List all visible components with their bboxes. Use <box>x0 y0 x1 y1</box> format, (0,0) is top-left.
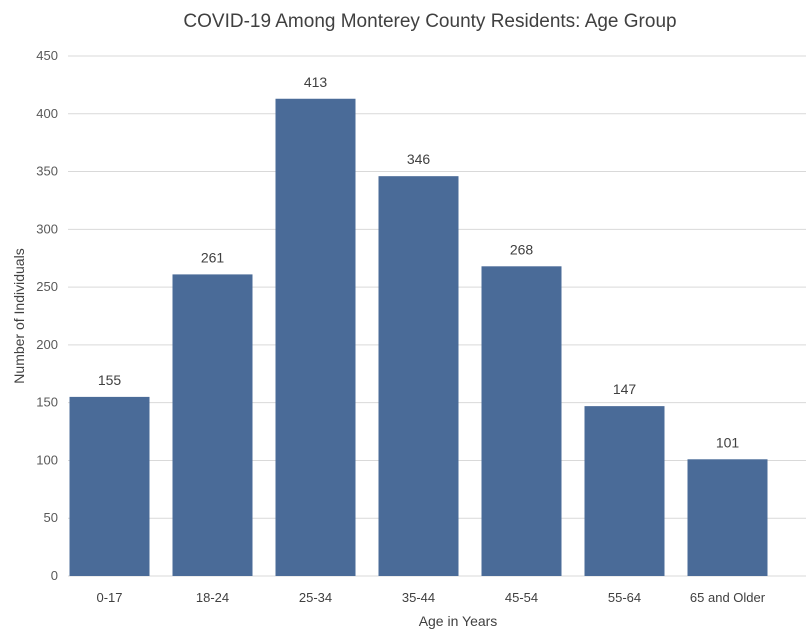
y-tick-label: 250 <box>36 279 58 294</box>
data-label: 155 <box>98 372 122 388</box>
data-labels: 155 261 413 346 268 147 101 <box>98 74 740 451</box>
y-tick-label: 450 <box>36 48 58 63</box>
y-tick-label: 400 <box>36 106 58 121</box>
x-tick-label: 65 and Older <box>690 590 766 605</box>
data-label: 268 <box>510 241 534 257</box>
y-tick-label: 100 <box>36 452 58 467</box>
y-axis-label: Number of Individuals <box>11 248 27 383</box>
x-tick-label: 0-17 <box>96 590 122 605</box>
y-tick-label: 300 <box>36 221 58 236</box>
bar <box>378 176 459 576</box>
data-label: 147 <box>613 381 637 397</box>
bar <box>687 459 768 576</box>
y-tick-label: 150 <box>36 395 58 410</box>
x-tick-label: 35-44 <box>402 590 435 605</box>
x-axis-ticks: 0-17 18-24 25-34 35-44 45-54 55-64 65 and Olde… <box>96 590 765 605</box>
y-axis-ticks: 0 50 100 150 200 250 300 350 400 450 <box>36 48 58 583</box>
data-label: 101 <box>716 434 740 450</box>
x-axis-label: Age in Years <box>419 613 498 629</box>
bar <box>481 266 562 576</box>
bar <box>584 406 665 576</box>
bar <box>69 396 150 576</box>
x-tick-label: 25-34 <box>299 590 332 605</box>
data-label: 261 <box>201 249 225 265</box>
x-tick-label: 45-54 <box>505 590 538 605</box>
bar <box>275 98 356 576</box>
data-label: 346 <box>407 151 431 167</box>
y-tick-label: 0 <box>51 568 58 583</box>
y-tick-label: 200 <box>36 337 58 352</box>
chart-title: COVID-19 Among Monterey County Residents… <box>183 11 676 32</box>
x-tick-label: 55-64 <box>608 590 641 605</box>
bars <box>69 98 768 576</box>
bar <box>172 274 253 576</box>
y-tick-label: 350 <box>36 164 58 179</box>
x-tick-label: 18-24 <box>196 590 229 605</box>
data-label: 413 <box>304 74 328 90</box>
y-tick-label: 50 <box>44 510 58 525</box>
